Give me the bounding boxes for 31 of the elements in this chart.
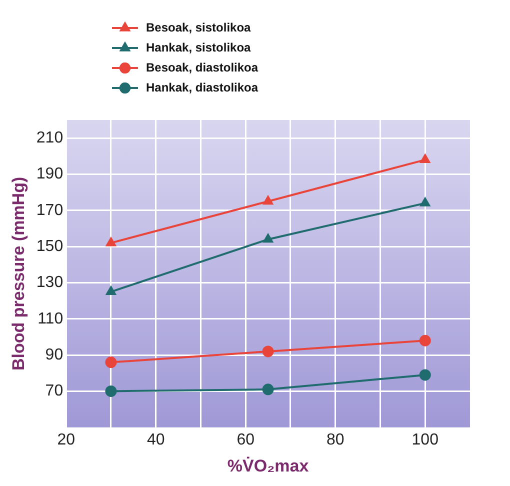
y-tick-label: 210 bbox=[36, 129, 64, 146]
y-tick-label: 170 bbox=[36, 202, 64, 219]
point bbox=[106, 237, 116, 246]
point bbox=[106, 286, 116, 296]
point bbox=[105, 385, 117, 397]
y-tick-label: 110 bbox=[38, 310, 64, 328]
legend-label: Hankak, diastolikoa bbox=[146, 80, 258, 94]
point bbox=[105, 356, 117, 368]
y-tick-label: 90 bbox=[45, 346, 64, 364]
legend-label: Besoak, sistolikoa bbox=[146, 20, 252, 34]
x-axis-title: %V̇O₂max bbox=[227, 456, 310, 476]
legend-label: Hankak, sistolikoa bbox=[146, 40, 252, 54]
x-tick-label: 60 bbox=[236, 431, 255, 448]
point bbox=[262, 346, 274, 358]
y-tick-label: 130 bbox=[36, 274, 64, 292]
legend-label: Besoak, diastolikoa bbox=[146, 60, 258, 74]
point bbox=[420, 154, 430, 164]
point bbox=[419, 369, 431, 381]
y-tick-label: 70 bbox=[45, 382, 64, 400]
x-tick-label: 100 bbox=[412, 431, 439, 448]
x-tick-label: 80 bbox=[326, 431, 344, 448]
y-tick-label: 150 bbox=[36, 238, 64, 255]
point bbox=[262, 196, 274, 205]
y-tick-label: 190 bbox=[36, 166, 64, 183]
x-tick-label: 40 bbox=[146, 431, 165, 448]
point bbox=[262, 384, 274, 396]
point bbox=[262, 234, 274, 243]
y-axis-title: Blood pressure (mmHg) bbox=[8, 176, 28, 371]
point bbox=[419, 334, 431, 346]
point bbox=[420, 197, 430, 206]
x-tick-label: 20 bbox=[57, 431, 76, 448]
